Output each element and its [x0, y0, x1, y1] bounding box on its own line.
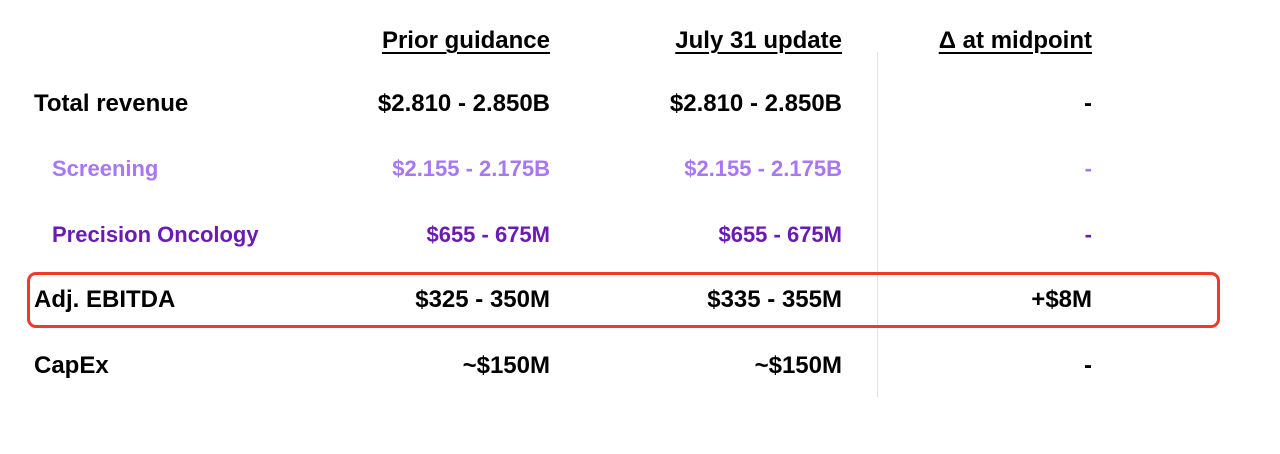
prior-guidance-value: $2.810 - 2.850B — [377, 90, 550, 117]
prior-guidance-value: $655 - 675M — [426, 222, 550, 247]
table-row-total-revenue: Total revenue $2.810 - 2.850B $2.810 - 2… — [0, 84, 1280, 124]
delta-at-midpoint-value: - — [1084, 222, 1092, 247]
july-31-update-value: $655 - 675M — [718, 222, 842, 247]
table-row-screening: Screening $2.155 - 2.175B $2.155 - 2.175… — [0, 149, 1280, 189]
table-row-precision-oncology: Precision Oncology $655 - 675M $655 - 67… — [0, 215, 1280, 255]
july-31-update-value: $2.155 - 2.175B — [684, 156, 842, 181]
row-label: CapEx — [34, 352, 109, 379]
delta-at-midpoint-value: - — [1084, 90, 1092, 117]
july-31-update-value: ~$150M — [754, 352, 842, 379]
delta-at-midpoint-value: +$8M — [1031, 286, 1092, 313]
delta-at-midpoint-value: - — [1084, 156, 1092, 181]
header-delta-at-midpoint: Δ at midpoint — [938, 27, 1092, 54]
header-july-31-update: July 31 update — [675, 27, 842, 54]
header-prior-guidance: Prior guidance — [381, 27, 550, 54]
column-divider — [877, 52, 878, 397]
july-31-update-value: $2.810 - 2.850B — [669, 90, 842, 117]
ebitda-highlight-box — [27, 272, 1220, 328]
prior-guidance-value: ~$150M — [462, 352, 550, 379]
july-31-update-value: $335 - 355M — [707, 286, 842, 313]
table-row-capex: CapEx ~$150M ~$150M - — [0, 346, 1280, 386]
row-label: Total revenue — [34, 90, 189, 117]
prior-guidance-value: $325 - 350M — [415, 286, 550, 313]
delta-at-midpoint-value: - — [1084, 352, 1092, 379]
row-label: Precision Oncology — [52, 222, 259, 247]
row-label: Adj. EBITDA — [34, 286, 176, 313]
row-label: Screening — [52, 156, 159, 181]
table-row-adj-ebitda: Adj. EBITDA $325 - 350M $335 - 355M +$8M — [0, 280, 1280, 320]
prior-guidance-value: $2.155 - 2.175B — [392, 156, 550, 181]
